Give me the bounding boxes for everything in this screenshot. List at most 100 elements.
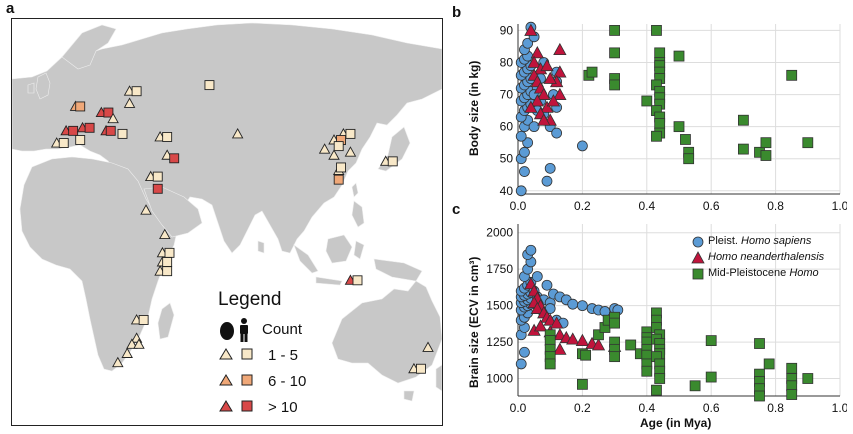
site-marker-triangle xyxy=(318,143,331,154)
new-zealand-landmass xyxy=(435,364,442,392)
data-point-neanderthal xyxy=(527,55,541,68)
x-tick-label: 0.8 xyxy=(767,401,784,415)
legend-square-mid xyxy=(241,374,253,386)
legend-marker-midpleistocene xyxy=(692,268,704,280)
data-point-midpleistocene xyxy=(802,373,814,384)
legend-square-low xyxy=(241,348,253,360)
data-point-sapiens xyxy=(551,127,563,139)
data-point-midpleistocene xyxy=(760,150,772,161)
x-tick-label: 0.6 xyxy=(703,401,720,415)
data-point-midpleistocene xyxy=(651,384,662,396)
data-point-sapiens xyxy=(577,300,588,312)
data-point-neanderthal xyxy=(540,58,554,72)
philippines-landmass xyxy=(351,200,365,228)
data-point-midpleistocene xyxy=(737,143,749,155)
data-point-midpleistocene xyxy=(689,380,701,392)
legend-title: Legend xyxy=(218,289,282,310)
data-point-midpleistocene xyxy=(683,153,695,165)
site-marker-square xyxy=(164,247,175,258)
java-landmass xyxy=(315,276,343,286)
y-tick-label: 80 xyxy=(500,55,514,69)
body-size-plot: 40 50 60 70 80 90 0.0 0.2 0.4 0.6 0.8 1.0 xyxy=(500,21,847,213)
data-point-neanderthal xyxy=(575,333,590,347)
data-point-midpleistocene xyxy=(760,137,772,149)
legend-square-high xyxy=(241,400,253,412)
series-neanderthal xyxy=(524,23,567,126)
data-point-sapiens xyxy=(519,346,530,358)
data-point-neanderthal xyxy=(566,332,580,345)
new-guinea-landmass xyxy=(373,258,423,282)
series-midpleistocene xyxy=(583,25,814,165)
site-marker-square xyxy=(162,257,173,267)
x-tick-label: 0.2 xyxy=(574,199,591,213)
britain-landmass xyxy=(35,72,51,100)
y-tick-label: 2000 xyxy=(486,226,513,240)
panel-letter-a: a xyxy=(6,0,15,17)
sulawesi-landmass xyxy=(353,240,365,260)
data-point-neanderthal xyxy=(524,100,538,113)
data-point-sapiens xyxy=(541,175,553,187)
person-icon xyxy=(240,318,248,342)
data-point-midpleistocene xyxy=(609,47,621,59)
australia-landmass xyxy=(331,280,442,384)
site-marker-triangle xyxy=(126,338,138,349)
data-point-sapiens xyxy=(531,271,543,282)
data-point-neanderthal xyxy=(530,94,544,107)
sumatra-landmass xyxy=(293,244,319,274)
data-point-neanderthal xyxy=(591,338,606,351)
legend-count-label: Count xyxy=(262,321,303,338)
y-tick-label: 1250 xyxy=(486,335,513,349)
legend-sapiens: Pleist. Homo sapiens xyxy=(708,235,812,247)
data-point-midpleistocene xyxy=(654,118,666,129)
site-marker-triangle xyxy=(422,341,434,352)
legend-row-mid: 6 - 10 xyxy=(268,373,307,390)
tasmania-landmass xyxy=(403,390,415,402)
legend-triangle-low xyxy=(219,348,233,360)
data-point-sapiens xyxy=(541,279,553,291)
data-point-midpleistocene xyxy=(680,134,691,145)
site-marker-square xyxy=(162,131,173,142)
legend-row-high: > 10 xyxy=(268,399,298,416)
data-point-midpleistocene xyxy=(763,358,775,370)
data-point-midpleistocene xyxy=(586,66,598,78)
data-point-midpleistocene xyxy=(641,95,653,107)
site-marker-triangle xyxy=(123,97,136,108)
site-marker-triangle xyxy=(140,204,152,215)
data-point-midpleistocene xyxy=(625,339,637,351)
map-canvas xyxy=(12,22,442,402)
data-point-midpleistocene xyxy=(580,349,592,361)
data-point-neanderthal xyxy=(530,301,544,314)
y-tick-label: 1750 xyxy=(486,262,513,276)
site-marker-square xyxy=(138,315,149,325)
age-x-label: Age (in Mya) xyxy=(640,416,712,430)
body-size-chart: Body size (in kg) 40 50 60 70 80 90 0.0 0.2 0.4 0… xyxy=(462,18,852,218)
data-point-sapiens xyxy=(519,166,530,177)
site-marker-square xyxy=(162,266,173,277)
site-marker-triangle xyxy=(112,356,124,368)
data-point-neanderthal xyxy=(553,327,567,341)
data-point-sapiens xyxy=(515,130,527,142)
data-point-neanderthal xyxy=(546,94,561,107)
data-point-neanderthal xyxy=(530,46,544,59)
site-map: Legend Count 1 - 5 6 - 10 > 10 xyxy=(11,18,443,426)
data-point-sapiens xyxy=(522,137,534,149)
site-marker-triangle xyxy=(328,149,340,160)
data-point-neanderthal xyxy=(553,42,567,56)
x-tick-label: 1.0 xyxy=(832,401,847,415)
data-point-midpleistocene xyxy=(754,338,765,349)
data-point-sapiens xyxy=(567,298,579,310)
site-marker-square xyxy=(333,141,344,152)
y-tick-label: 70 xyxy=(500,88,514,102)
brain-size-plot: 1000 1250 1500 1750 2000 0.0 0.2 0.4 0.6 0.8 1.0 xyxy=(486,224,847,415)
site-marker-square xyxy=(152,171,163,182)
data-point-midpleistocene xyxy=(651,25,662,36)
site-marker-triangle xyxy=(231,127,244,139)
data-point-midpleistocene xyxy=(754,390,765,402)
data-point-neanderthal xyxy=(549,316,564,329)
site-marker-square xyxy=(117,128,128,139)
data-point-sapiens xyxy=(515,185,527,197)
panel-letter-c: c xyxy=(452,201,461,218)
site-marker-square xyxy=(336,162,346,173)
site-marker-square xyxy=(105,125,116,136)
legend-marker-sapiens xyxy=(692,236,704,248)
